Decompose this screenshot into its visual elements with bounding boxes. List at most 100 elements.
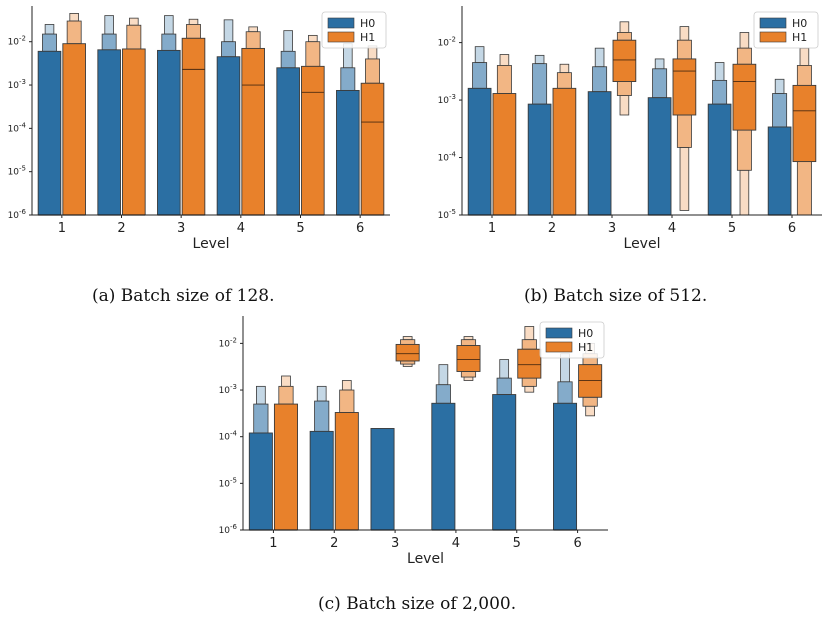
boxen-h1-level-1 — [273, 375, 298, 531]
x-tick-label: 3 — [608, 221, 616, 236]
box-tier-upper — [256, 385, 266, 405]
box-tier-upper — [532, 63, 548, 105]
box-tier-upper — [280, 50, 296, 69]
y-tick-label: 10-4 — [438, 151, 457, 164]
boxen-h1-level-3 — [395, 336, 420, 367]
box-tier-upper — [616, 32, 632, 41]
y-tick-label: 10-5 — [219, 476, 237, 489]
y-tick-label: 10-3 — [438, 93, 456, 106]
box-main — [122, 48, 146, 216]
box-tier-upper — [186, 24, 201, 39]
x-tick-label: 5 — [728, 221, 736, 236]
box-tier-upper — [592, 66, 608, 93]
box-tier-upper — [435, 384, 451, 404]
box-main — [248, 432, 273, 531]
boxen-h1-level-4 — [456, 336, 481, 381]
boxen-h0-level-4 — [431, 364, 456, 531]
box-tier-lower — [736, 129, 752, 171]
box-tier-upper — [463, 336, 474, 341]
boxen-h0-level-6 — [553, 353, 578, 531]
x-tick-label: 5 — [296, 221, 304, 236]
x-tick-label: 4 — [668, 221, 676, 236]
boxen-h0-level-4 — [647, 58, 672, 216]
box-tier-upper — [402, 336, 413, 341]
box-tier-upper — [340, 67, 356, 91]
box-main — [336, 89, 360, 216]
boxen-h0-level-2 — [97, 15, 121, 216]
box-tier-upper — [339, 389, 355, 413]
y-tick-label: 10-4 — [8, 121, 27, 134]
boxen-h0-level-3 — [587, 47, 612, 216]
box-main — [647, 97, 672, 216]
boxen-h0-level-1 — [37, 24, 62, 216]
box-tier-upper — [736, 47, 752, 65]
box-tier-lower — [524, 385, 535, 393]
box-tier-upper — [772, 93, 788, 128]
boxen-h1-level-2 — [552, 63, 577, 216]
legend-swatch-h1 — [759, 31, 787, 43]
box-tier-upper — [474, 46, 485, 63]
box-tier-upper — [308, 34, 318, 43]
box-tier-upper — [42, 33, 57, 52]
boxen-h0-level-5 — [276, 30, 300, 216]
box-tier-upper — [472, 62, 488, 89]
boxen-h0-level-1 — [248, 385, 273, 531]
box-tier-upper — [69, 13, 79, 22]
box-tier-upper — [524, 326, 535, 341]
boxen-h0-level-3 — [370, 428, 395, 531]
boxen-h0-level-2 — [309, 385, 334, 531]
caption-panel-b: (b) Batch size of 512. — [524, 286, 708, 306]
box-tier-upper — [679, 26, 690, 41]
box-tier-upper — [652, 68, 668, 99]
box-main — [517, 348, 542, 379]
caption-panel-a: (a) Batch size of 128. — [92, 286, 275, 306]
box-main — [732, 63, 757, 131]
x-tick-label: 1 — [58, 221, 66, 236]
box-tier-upper — [799, 47, 810, 66]
boxen-h0-level-6 — [767, 78, 792, 216]
box-tier-lower — [463, 376, 474, 381]
boxen-h1-level-3 — [612, 21, 637, 116]
y-tick-label: 10-4 — [219, 430, 238, 443]
box-tier-upper — [104, 15, 114, 35]
legend-label-h1: H1 — [578, 341, 593, 354]
legend-frame — [753, 11, 819, 49]
x-tick-label: 1 — [488, 221, 496, 236]
box-tier-upper — [594, 47, 605, 68]
boxen-h1-level-6 — [792, 47, 817, 216]
box-tier-lower — [616, 81, 632, 96]
boxen-h1-level-4 — [241, 26, 265, 216]
box-tier-upper — [129, 17, 139, 26]
box-main — [456, 345, 481, 372]
x-tick-label: 2 — [330, 536, 338, 551]
box-tier-upper — [66, 20, 82, 45]
box-tier-lower — [582, 396, 598, 407]
box-main — [707, 103, 732, 216]
box-tier-upper — [739, 32, 750, 49]
box-tier-upper — [559, 63, 570, 74]
box-main — [241, 47, 265, 216]
box-tier-lower — [679, 147, 690, 211]
box-main — [492, 394, 517, 531]
box-tier-upper — [499, 54, 510, 66]
box-main — [395, 343, 420, 362]
box-tier-lower — [676, 114, 692, 148]
box-main — [334, 412, 359, 531]
boxen-h1-level-6 — [360, 45, 385, 216]
box-main — [612, 39, 637, 82]
x-tick-label: 6 — [788, 221, 796, 236]
box-main — [360, 82, 385, 216]
box-main — [767, 126, 792, 216]
box-tier-lower — [400, 360, 416, 365]
legend-label-h1: H1 — [792, 31, 807, 44]
box-tier-lower — [619, 95, 630, 116]
boxen-h1-level-4 — [672, 26, 697, 211]
box-main — [309, 430, 334, 531]
box-tier-upper — [281, 375, 291, 387]
x-tick-label: 4 — [237, 221, 245, 236]
box-main — [672, 58, 697, 116]
boxen-h0-level-5 — [707, 62, 732, 216]
box-tier-upper — [245, 31, 261, 49]
